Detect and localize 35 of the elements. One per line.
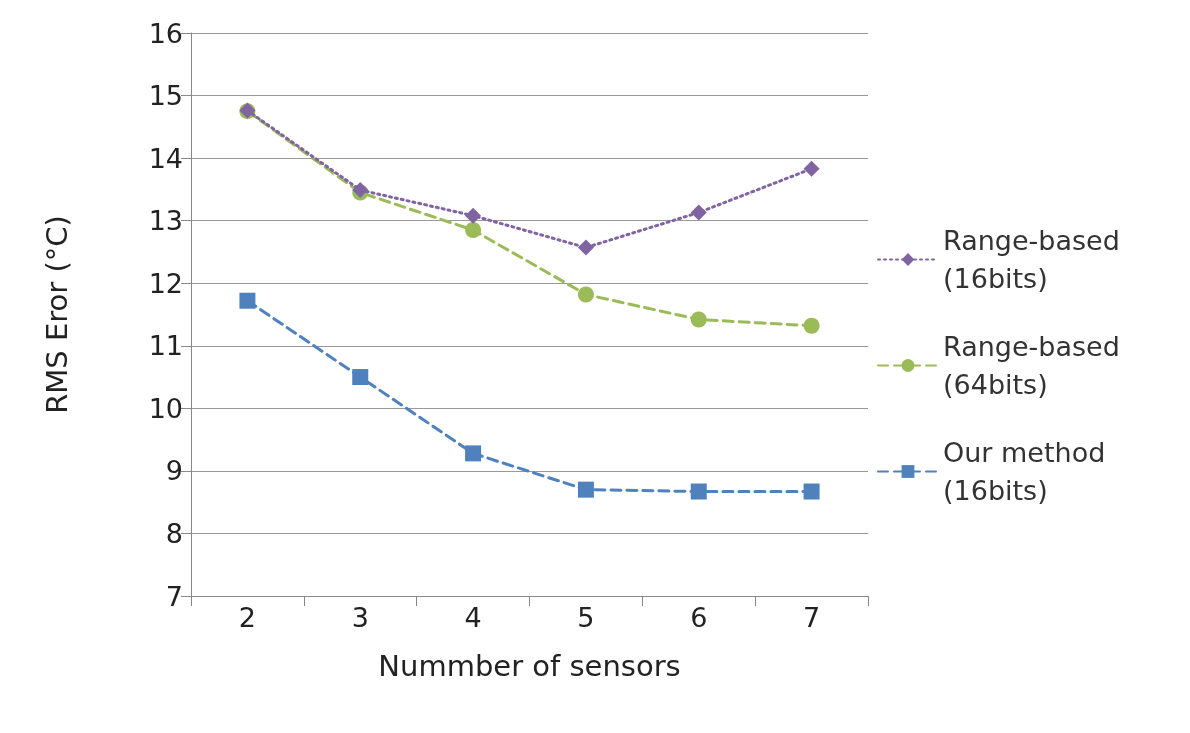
y-tick-label: 16 [148, 17, 183, 49]
point [465, 445, 482, 462]
legend-label: Our method (16bits) [943, 437, 1114, 506]
point [577, 481, 594, 498]
x-tick-label: 4 [464, 602, 482, 633]
y-tick-label: 7 [165, 580, 183, 612]
x-tick-label: 7 [802, 602, 821, 633]
legend-label: Range-based (64bits) [943, 331, 1129, 400]
point [577, 239, 594, 256]
point [465, 222, 482, 239]
x-tick-label: 5 [577, 602, 595, 633]
x-axis-title: Nummber of sensors [378, 648, 681, 683]
x-tick-label: 2 [238, 602, 257, 633]
point [803, 317, 820, 334]
point [239, 292, 256, 309]
y-tick-label: 10 [148, 392, 183, 424]
legend-label: Range-based (16bits) [943, 225, 1129, 294]
y-tick-label: 12 [148, 267, 183, 299]
point [352, 369, 369, 386]
y-tick-label: 8 [165, 517, 183, 549]
point [803, 160, 820, 177]
y-axis-title: RMS Eror (°C) [39, 215, 74, 414]
point [465, 207, 482, 224]
point [690, 204, 707, 221]
y-tick-label: 11 [148, 330, 183, 362]
y-tick-label: 9 [165, 455, 183, 487]
point [690, 311, 707, 328]
point [803, 483, 820, 500]
y-tick-label: 15 [148, 80, 183, 112]
point [577, 286, 594, 303]
point [690, 483, 707, 500]
x-tick-label: 3 [351, 602, 369, 633]
x-tick-label: 6 [690, 602, 708, 633]
y-tick-label: 14 [148, 142, 183, 174]
y-tick-label: 13 [148, 205, 183, 237]
